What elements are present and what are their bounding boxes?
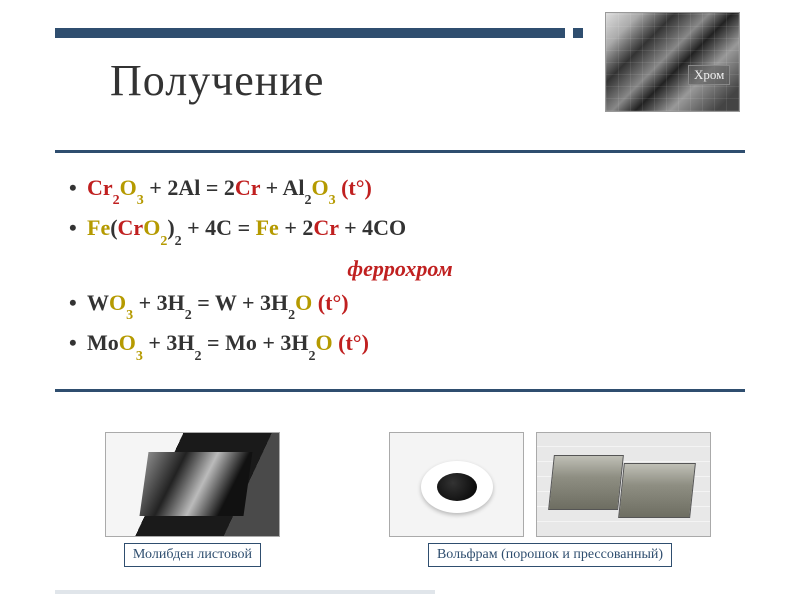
caption-molybdenum: Молибден листовой [124, 543, 261, 567]
eq1-cr2: Cr2 [87, 175, 120, 200]
image-tungsten-powder [389, 432, 524, 537]
eq4-h2b: = Mo + 3H2 [202, 330, 316, 355]
eq1-o3a: O3 [120, 175, 144, 200]
caption-tungsten: Вольфрам (порошок и прессованный) [428, 543, 672, 567]
equation-1: Cr2O3 + 2Al = 2Cr + Al2O3 (t°) [69, 175, 731, 205]
figure-molybdenum: Молибден листовой [105, 432, 280, 567]
eq4-o3: O3 [119, 330, 143, 355]
eq2-cr1: Cr [118, 215, 144, 240]
eq2-fe2: Fe [256, 215, 279, 240]
eq4-o: O [316, 330, 333, 355]
eq1-mid: + 2Al = 2 [144, 175, 235, 200]
figure-chrome [605, 12, 740, 112]
equations-box: Cr2O3 + 2Al = 2Cr + Al2O3 (t°) Fe(CrO2)2… [55, 150, 745, 392]
eq2-o2: O2 [143, 215, 167, 240]
eq1-heat: (t°) [336, 175, 372, 200]
bar-1 [548, 455, 624, 510]
eq2-close: )2 [167, 215, 181, 240]
eq2-tail: + 4CO [339, 215, 407, 240]
eq4-mo: Mo [87, 330, 119, 355]
chrome-label: Хром [688, 65, 730, 85]
eq1-cr: Cr [235, 175, 260, 200]
eq4-h2a: + 3H2 [143, 330, 202, 355]
eq4-heat: (t°) [333, 330, 369, 355]
eq2-open: ( [110, 215, 117, 240]
eq3-h2a: + 3H2 [133, 290, 192, 315]
accent-bar-left [55, 28, 565, 38]
eq2-cr2: Cr [313, 215, 338, 240]
ferrochrome-label: феррохром [69, 256, 731, 282]
eq2-plus: + 2 [279, 215, 314, 240]
eq3-h2b: = W + 3H2 [192, 290, 295, 315]
accent-bar-right [573, 28, 583, 38]
eq3-o3: O3 [109, 290, 133, 315]
image-tungsten-bars [536, 432, 711, 537]
eq3-o: O [295, 290, 312, 315]
eq3-heat: (t°) [312, 290, 348, 315]
equation-3: WO3 + 3H2 = W + 3H2O (t°) [69, 290, 731, 320]
figure-chrome-grid [606, 13, 739, 111]
accent-bar-bottom [55, 590, 435, 594]
eq2-fe1: Fe [87, 215, 110, 240]
eq3-w: W [87, 290, 109, 315]
eq1-al2: + Al2 [260, 175, 311, 200]
eq1-o3b: O3 [311, 175, 335, 200]
image-molybdenum-sheet [105, 432, 280, 537]
figure-tungsten: Вольфрам (порошок и прессованный) [385, 432, 715, 567]
page-title: Получение [110, 55, 324, 106]
equation-4: MoO3 + 3H2 = Mo + 3H2O (t°) [69, 330, 731, 360]
bar-2 [618, 463, 696, 518]
eq2-mid: + 4C = [182, 215, 256, 240]
equation-2: Fe(CrO2)2 + 4C = Fe + 2Cr + 4CO [69, 215, 731, 245]
